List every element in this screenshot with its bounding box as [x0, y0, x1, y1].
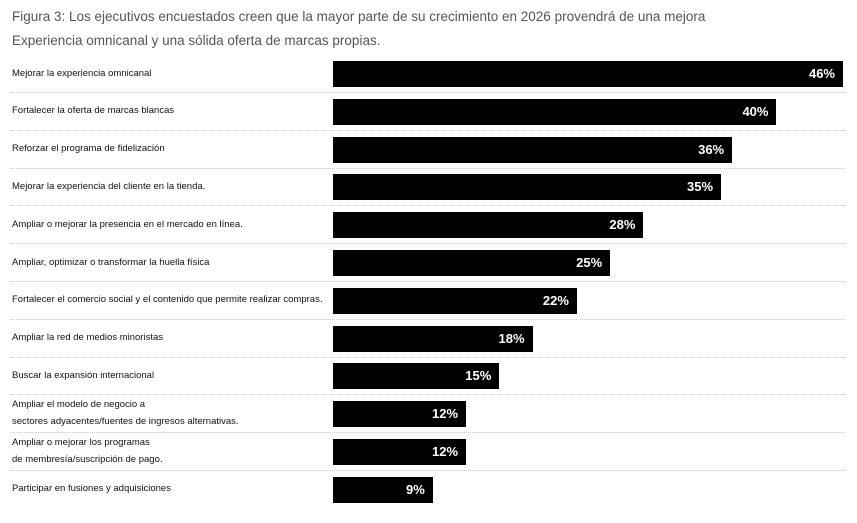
value-label: 12%	[432, 406, 459, 422]
value-label: 35%	[687, 179, 714, 195]
value-label: 12%	[432, 444, 459, 459]
bar-row: Buscar la expansión internacional 15%	[10, 357, 845, 396]
row-separator	[10, 129, 845, 131]
bar: 46%	[333, 61, 843, 87]
category-label: Participar en fusiones y adquisiciones	[12, 483, 171, 495]
value-label: 46%	[808, 66, 835, 81]
value-label: 28%	[609, 217, 636, 233]
row-separator	[10, 92, 845, 93]
row-separator	[10, 318, 845, 320]
bar: 36%	[333, 136, 733, 163]
bar: 18%	[333, 325, 533, 352]
value-label: 22%	[542, 292, 569, 308]
row-separator	[10, 205, 845, 207]
bar-row: Ampliar, optimizar o transformar la huel…	[10, 244, 845, 282]
bar: 9%	[333, 476, 433, 503]
category-label: Mejorar la experiencia omnicanal	[12, 67, 152, 79]
row-separator	[10, 470, 845, 471]
bar-row: Mejorar la experiencia del cliente en la…	[10, 168, 845, 207]
row-separator	[10, 394, 845, 396]
row-separator	[10, 167, 845, 169]
value-label: 9%	[405, 481, 425, 497]
bar-row: Fortalecer la oferta de marcas blancas 40…	[10, 93, 845, 131]
value-label: 36%	[698, 141, 725, 157]
bar: 12%	[333, 439, 467, 465]
row-separator	[10, 243, 845, 245]
value-label: 40%	[742, 103, 769, 119]
bar-row: Mejorar la experiencia omnicanal 46%	[10, 55, 845, 93]
value-label: 25%	[576, 255, 603, 270]
bar: 35%	[333, 174, 722, 201]
category-label: Ampliar o mejorar la presencia en el mer…	[12, 218, 243, 230]
category-label: Ampliar el modelo de negocio a sectores …	[12, 399, 239, 428]
bar: 15%	[333, 363, 500, 390]
category-label: Ampliar o mejorar los programas de membr…	[12, 437, 163, 465]
bar-row: Participar en fusiones y adquisiciones 9%	[10, 471, 845, 509]
category-label: Reforzar el programa de fidelización	[12, 143, 165, 155]
bar: 12%	[333, 401, 467, 428]
chart-title-line-2: Experiencia omnicanal y una sólida ofert…	[12, 33, 381, 48]
category-label: Ampliar la red de medios minoristas	[12, 332, 164, 344]
category-label: Ampliar, optimizar o transformar la huel…	[12, 256, 210, 268]
bar-row: Ampliar o mejorar los programas de membr…	[10, 433, 845, 471]
bar-row: Fortalecer el comercio social y el conte…	[10, 282, 845, 320]
bar-row: Ampliar el modelo de negocio a sectores …	[10, 395, 845, 434]
value-label: 18%	[498, 330, 525, 346]
category-label: Fortalecer la oferta de marcas blancas	[12, 105, 175, 117]
bar: 40%	[333, 98, 777, 125]
bar-row: Reforzar el programa de fidelización 36%	[10, 131, 845, 169]
value-label: 15%	[465, 368, 492, 384]
bar: 25%	[333, 250, 611, 276]
row-separator	[10, 432, 845, 434]
row-separator	[10, 281, 845, 282]
category-label: Fortalecer el comercio social y el conte…	[12, 294, 323, 306]
row-separator	[10, 356, 845, 358]
bar: 28%	[333, 212, 644, 239]
bar-row: Ampliar la red de medios minoristas 18%	[10, 320, 845, 358]
category-label: Mejorar la experiencia del cliente en la…	[12, 180, 206, 192]
bar: 22%	[333, 287, 577, 314]
chart-title-line-1: Figura 3: Los ejecutivos encuestados cre…	[12, 9, 706, 24]
bar-row: Ampliar o mejorar la presencia en el mer…	[10, 206, 845, 245]
category-label: Buscar la expansión internacional	[12, 369, 155, 381]
